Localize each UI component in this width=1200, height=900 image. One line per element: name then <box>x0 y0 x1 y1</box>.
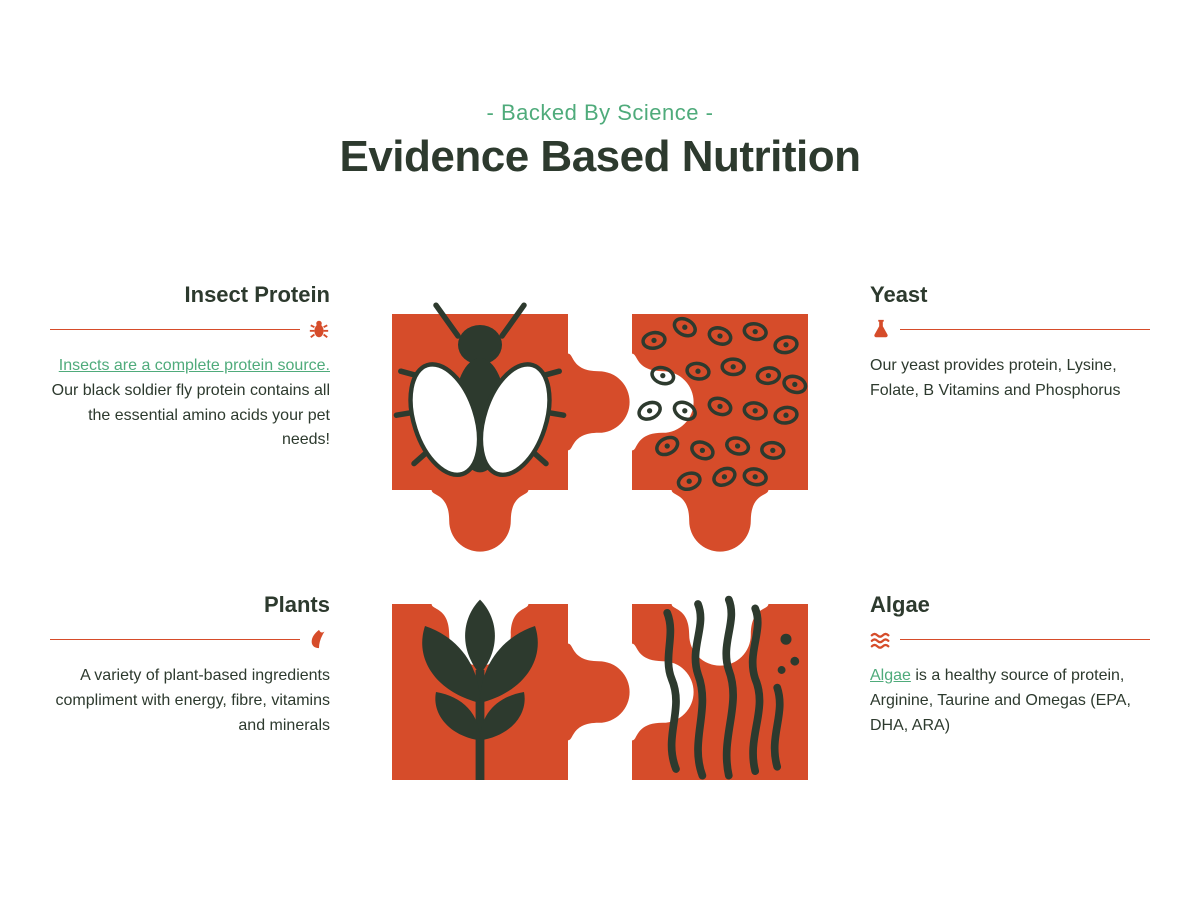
rule-yeast <box>900 329 1150 330</box>
rule-row-insect <box>50 318 330 340</box>
header: - Backed By Science - Evidence Based Nut… <box>0 0 1200 182</box>
puzzle-inner-yeast-icon <box>610 292 830 512</box>
desc-plants: A variety of plant-based ingredients com… <box>50 664 330 738</box>
puzzle-inner-insect-icon <box>370 292 590 512</box>
block-plants: Plants A variety of plant-based ingredie… <box>50 592 330 738</box>
header-title: Evidence Based Nutrition <box>0 132 1200 182</box>
rule-insect <box>50 329 300 330</box>
puzzle-inner-algae-icon <box>610 582 830 802</box>
block-title-plants: Plants <box>50 592 330 618</box>
rule-plants <box>50 639 300 640</box>
block-title-insect: Insect Protein <box>50 282 330 308</box>
flask-icon <box>870 318 892 340</box>
block-title-yeast: Yeast <box>870 282 1150 308</box>
desc-plants-rest: A variety of plant-based ingredients com… <box>56 667 330 734</box>
puzzle-plants <box>370 582 590 802</box>
block-yeast: Yeast Our yeast provides protein, Lysine… <box>870 282 1150 404</box>
puzzle-insect <box>370 292 590 512</box>
rule-algae <box>900 639 1150 640</box>
rule-row-algae <box>870 628 1150 650</box>
bug-icon <box>308 318 330 340</box>
rule-row-plants <box>50 628 330 650</box>
link-algae[interactable]: Algae <box>870 667 911 684</box>
desc-insect-rest: Our black soldier fly protein contains a… <box>52 382 330 449</box>
block-insect: Insect Protein Insects are a complete pr… <box>50 282 330 453</box>
desc-yeast-rest: Our yeast provides protein, Lysine, Fola… <box>870 357 1121 399</box>
desc-yeast: Our yeast provides protein, Lysine, Fola… <box>870 354 1150 404</box>
puzzle-inner-plants-icon <box>370 582 590 802</box>
puzzle-algae <box>610 582 830 802</box>
block-title-algae: Algae <box>870 592 1150 618</box>
link-insect[interactable]: Insects are a complete protein source. <box>59 357 330 374</box>
leaf-icon <box>308 628 330 650</box>
content-grid: Insect Protein Insects are a complete pr… <box>0 222 1200 882</box>
waves-icon <box>870 628 892 650</box>
header-subtitle: - Backed By Science - <box>0 100 1200 126</box>
puzzle-yeast <box>610 292 830 512</box>
desc-algae: Algae is a healthy source of protein, Ar… <box>870 664 1150 738</box>
block-algae: Algae Algae is a healthy source of prote… <box>870 592 1150 738</box>
desc-insect: Insects are a complete protein source. O… <box>50 354 330 453</box>
rule-row-yeast <box>870 318 1150 340</box>
